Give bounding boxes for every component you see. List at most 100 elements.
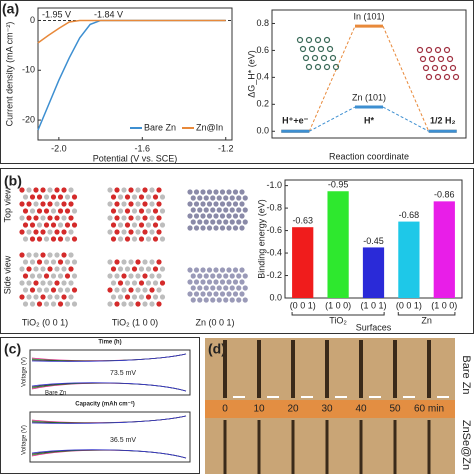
atom: [124, 294, 131, 300]
time-label: 40: [355, 404, 367, 415]
atom: [203, 273, 209, 279]
atom: [314, 36, 322, 44]
atom: [149, 201, 155, 207]
atom: [68, 266, 74, 272]
atom: [61, 280, 67, 286]
atom: [19, 294, 25, 300]
atom: [187, 213, 193, 219]
atom: [138, 236, 145, 242]
atom: [68, 229, 74, 235]
atom: [50, 287, 57, 293]
atom: [131, 280, 138, 286]
atom: [200, 189, 206, 195]
atom: [145, 194, 152, 200]
atom: [43, 273, 50, 279]
atom: [124, 208, 131, 214]
timeline: [205, 400, 455, 418]
atom: [226, 189, 232, 195]
atom: [71, 194, 78, 200]
atom: [135, 259, 141, 265]
atom: [210, 195, 216, 201]
atom: [206, 213, 213, 219]
atom: [107, 273, 113, 279]
atom: [145, 222, 152, 228]
value-label: -0.68: [399, 210, 420, 220]
atom: [135, 201, 141, 207]
atom: [223, 219, 229, 225]
group-label: TiO₂: [329, 315, 347, 325]
atom: [197, 207, 203, 213]
atom: [22, 236, 29, 242]
atom: [22, 194, 29, 200]
atom: [308, 45, 316, 53]
atom: [229, 285, 235, 291]
atom: [107, 287, 113, 293]
atom: [213, 189, 219, 195]
atom: [232, 213, 239, 219]
atom: [61, 187, 67, 193]
atom: [219, 279, 226, 285]
atom: [159, 280, 166, 286]
atom: [452, 73, 460, 81]
atom: [68, 215, 74, 221]
atom: [68, 201, 74, 207]
time-label: 0: [222, 404, 228, 415]
atom: [68, 187, 74, 193]
y-tick-label: -0.4: [266, 247, 282, 257]
atom: [232, 267, 239, 273]
atom: [142, 215, 148, 221]
atom: [138, 194, 145, 200]
atom: [114, 259, 120, 265]
atom: [145, 266, 152, 272]
atom: [206, 291, 213, 297]
atom: [26, 252, 32, 258]
atom: [128, 273, 134, 279]
plot-frame: [37, 7, 233, 141]
atom: [156, 229, 162, 235]
y-tick-label: 0.0: [269, 292, 282, 302]
atom: [314, 63, 322, 71]
atom: [54, 294, 60, 300]
atom: [43, 259, 50, 265]
annotation: 73.5 mV: [110, 370, 136, 377]
atom: [159, 208, 166, 214]
atom: [29, 236, 36, 242]
atom: [219, 291, 226, 297]
atom: [110, 266, 117, 272]
y-tick-label: 0: [30, 15, 35, 25]
curve: [31, 353, 187, 362]
curve: [31, 415, 187, 424]
atom: [302, 54, 310, 62]
atom: [152, 280, 159, 286]
atom: [232, 201, 239, 207]
connector: [382, 25, 430, 132]
atom: [33, 187, 39, 193]
atom: [320, 54, 328, 62]
atom: [114, 229, 120, 235]
atom: [131, 236, 138, 242]
atom: [149, 187, 155, 193]
atom: [57, 301, 64, 307]
dendrite-strip: [257, 420, 261, 474]
time-label: 60 min: [414, 404, 444, 415]
atom: [206, 225, 213, 231]
atom: [190, 195, 196, 201]
atom: [159, 294, 166, 300]
atom: [114, 201, 120, 207]
atom: [239, 279, 245, 285]
atom: [40, 229, 46, 235]
atom: [40, 280, 46, 286]
y-tick-label: 0.8: [256, 18, 269, 28]
axis-label: Voltage (V): [22, 425, 28, 455]
atom: [239, 267, 245, 273]
atom: [54, 187, 60, 193]
atom: [229, 273, 235, 279]
atom: [57, 208, 64, 214]
atom: [64, 259, 71, 265]
atom: [131, 194, 138, 200]
dendrite-strip: [393, 420, 397, 474]
atom: [57, 273, 64, 279]
atom: [422, 64, 430, 72]
atom: [434, 73, 442, 81]
atom: [236, 219, 242, 225]
